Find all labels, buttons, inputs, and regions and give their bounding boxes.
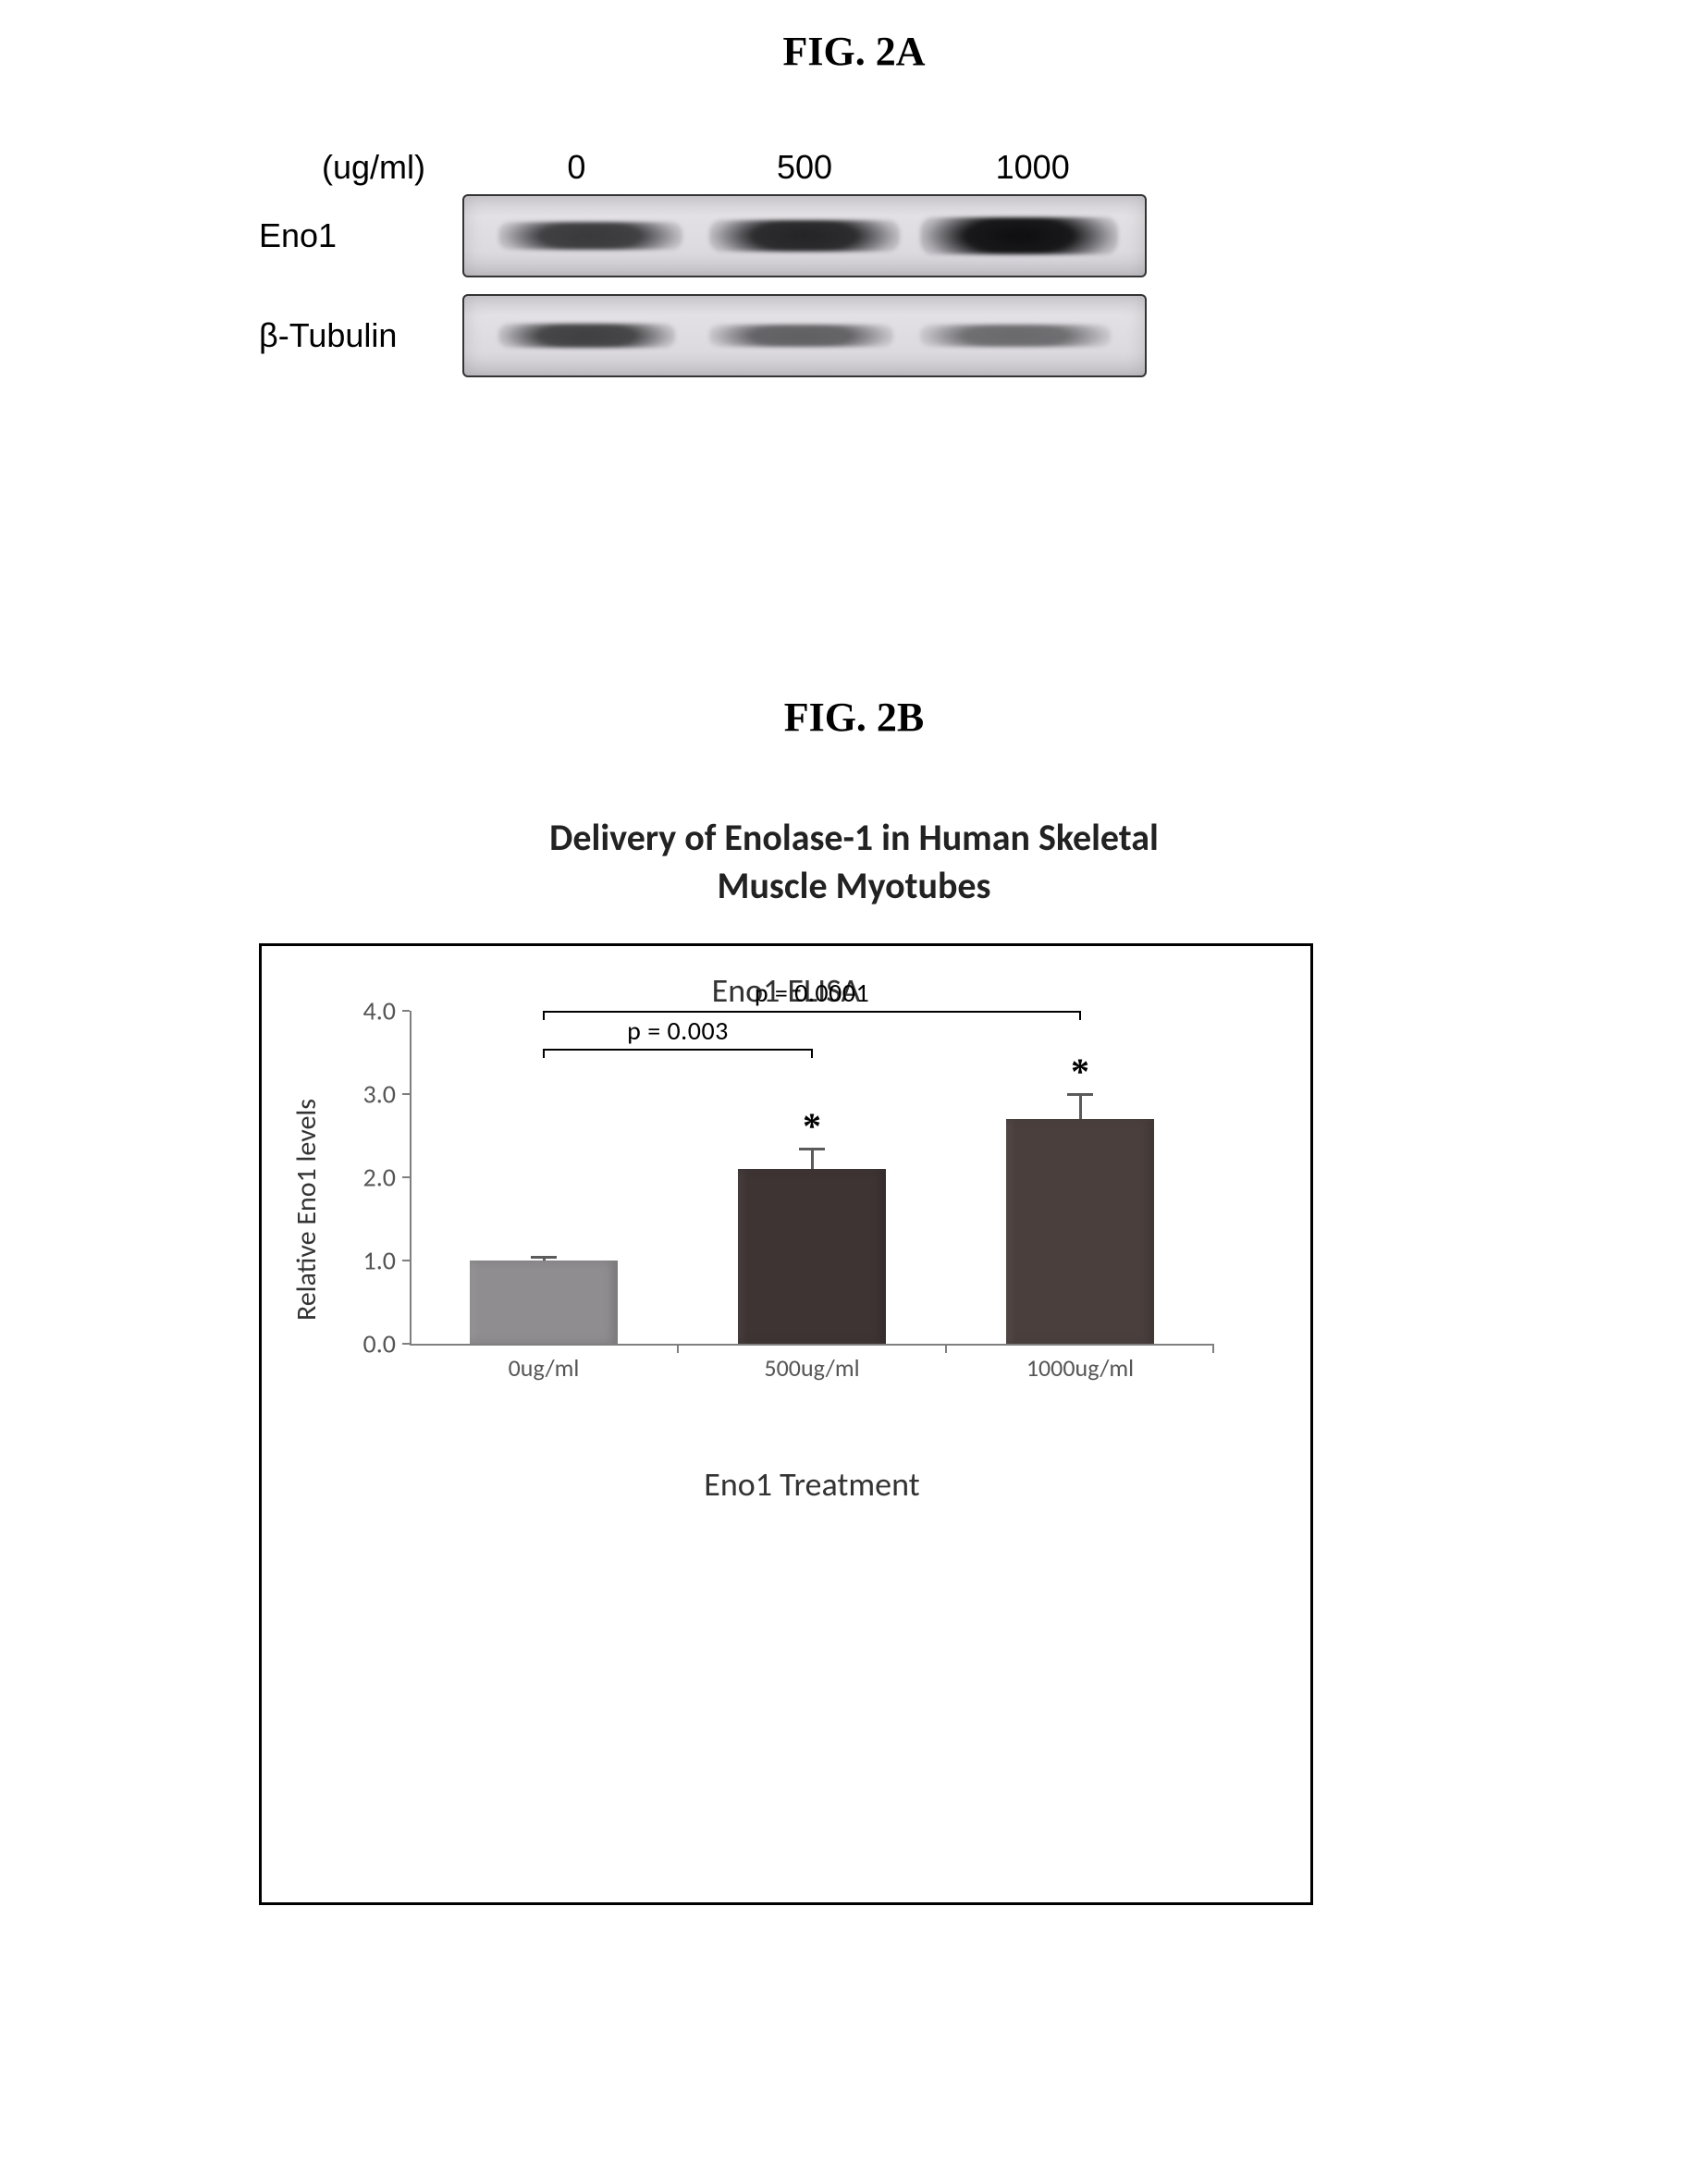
xtick-label: 1000ug/ml xyxy=(946,1353,1214,1383)
error-bar-cap xyxy=(531,1256,557,1259)
ytick-mark xyxy=(402,1176,410,1178)
dose-0: 0 xyxy=(462,148,691,187)
ytick-mark xyxy=(402,1343,410,1345)
significance-bracket-drop xyxy=(1079,1011,1081,1020)
error-bar-cap xyxy=(799,1148,825,1150)
blot-band xyxy=(920,217,1117,254)
xtick-separator xyxy=(1212,1344,1214,1353)
ytick-mark xyxy=(402,1010,410,1012)
blot-band xyxy=(498,222,682,250)
significance-star: * xyxy=(1071,1050,1089,1093)
significance-bracket-drop xyxy=(811,1049,813,1058)
blot-band xyxy=(709,325,893,347)
p-value-label: p = 0.003 xyxy=(627,1015,729,1047)
bar xyxy=(1006,1119,1154,1344)
blot-band xyxy=(709,220,900,252)
significance-bracket xyxy=(544,1049,812,1051)
error-bar-stem xyxy=(811,1149,814,1170)
blot-lane-tubulin xyxy=(462,294,1147,377)
significance-bracket-drop xyxy=(543,1049,545,1058)
figure-2b-caption: Delivery of Enolase-1 in Human Skeletal … xyxy=(0,814,1708,910)
p-value-label: p = 0.0001 xyxy=(755,977,869,1009)
y-axis-label: Relative Eno1 levels xyxy=(289,1011,324,1408)
xtick-label: 500ug/ml xyxy=(678,1353,946,1383)
x-axis-label: Eno1 Treatment xyxy=(410,1464,1214,1505)
blot-band xyxy=(920,325,1111,347)
blot-row-tubulin: β-Tubulin xyxy=(222,294,1147,377)
blot-label-eno1: Eno1 xyxy=(222,216,462,255)
dose-2: 1000 xyxy=(918,148,1147,187)
figure-2a-panel: (ug/ml) 0 500 1000 Eno1 β-Tubulin xyxy=(222,148,1147,394)
blot-dose-header: (ug/ml) 0 500 1000 xyxy=(222,148,1147,187)
caption-line-2: Muscle Myotubes xyxy=(718,863,991,908)
chart-container: Eno1 ELISA Relative Eno1 levels 0.01.02.… xyxy=(259,943,1313,1905)
figure-2b-title: FIG. 2B xyxy=(0,694,1708,741)
dose-values: 0 500 1000 xyxy=(462,148,1147,187)
bar xyxy=(470,1261,618,1344)
blot-row-eno1: Eno1 xyxy=(222,194,1147,277)
blot-label-tubulin: β-Tubulin xyxy=(222,316,462,355)
ytick-label: 2.0 xyxy=(340,1162,396,1194)
caption-line-1: Delivery of Enolase-1 in Human Skeletal xyxy=(549,815,1159,860)
ytick-mark xyxy=(402,1093,410,1095)
significance-bracket-drop xyxy=(543,1011,545,1020)
error-bar-stem xyxy=(1079,1094,1082,1119)
plot-area: 0.01.02.03.04.00ug/ml*500ug/ml*1000ug/ml… xyxy=(410,1011,1214,1408)
xtick-separator xyxy=(677,1344,679,1353)
significance-star: * xyxy=(803,1104,821,1148)
ytick-label: 4.0 xyxy=(340,995,396,1027)
ytick-mark xyxy=(402,1260,410,1261)
ytick-label: 0.0 xyxy=(340,1328,396,1360)
ytick-label: 1.0 xyxy=(340,1245,396,1277)
x-axis-line xyxy=(410,1344,1214,1346)
figure-2a-title: FIG. 2A xyxy=(0,28,1708,75)
ytick-label: 3.0 xyxy=(340,1078,396,1111)
xtick-label: 0ug/ml xyxy=(410,1353,678,1383)
dose-unit-label: (ug/ml) xyxy=(222,148,462,187)
bar xyxy=(738,1169,886,1344)
blot-lane-eno1 xyxy=(462,194,1147,277)
y-axis-line xyxy=(410,1011,412,1344)
xtick-separator xyxy=(945,1344,947,1353)
blot-band xyxy=(498,324,675,348)
error-bar-cap xyxy=(1067,1093,1093,1096)
significance-bracket xyxy=(544,1011,1080,1013)
dose-1: 500 xyxy=(691,148,919,187)
